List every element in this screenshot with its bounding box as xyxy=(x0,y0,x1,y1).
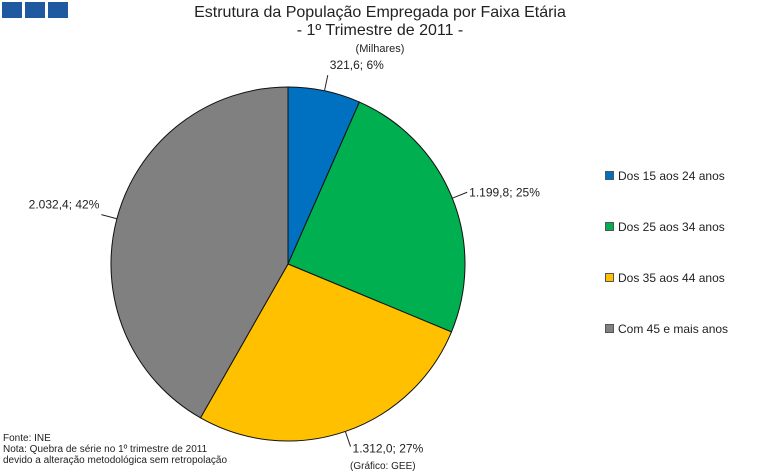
chart-legend: Dos 15 aos 24 anos Dos 25 aos 34 anos Dos … xyxy=(605,150,728,354)
slice-label: 321,6; 6% xyxy=(330,58,384,72)
legend-label: Com 45 e mais anos xyxy=(618,321,729,336)
legend-item: Com 45 e mais anos xyxy=(605,303,728,354)
source-text: Fonte: INE xyxy=(3,433,51,444)
legend-swatch xyxy=(605,324,614,333)
legend-label: Dos 35 aos 44 anos xyxy=(618,270,725,285)
pie-slice xyxy=(287,101,466,333)
legend-swatch xyxy=(605,222,614,231)
legend-swatch xyxy=(605,273,614,282)
legend-swatch xyxy=(605,171,614,180)
chart-credit: (Gráfico: GEE) xyxy=(350,461,416,472)
legend-item: Dos 35 aos 44 anos xyxy=(605,252,728,303)
chart-subtitle: - 1º Trimestre de 2011 - xyxy=(296,22,464,39)
legend-label: Dos 15 aos 24 anos xyxy=(618,168,725,183)
chart-title: Estrutura da População Empregada por Fai… xyxy=(194,4,566,21)
footer-notes: Fonte: INE Nota: Quebra de série no 1º t… xyxy=(3,433,227,466)
logo xyxy=(2,2,68,18)
note-line-1: Nota: Quebra de série no 1º trimestre de… xyxy=(3,444,208,455)
leader-line xyxy=(101,214,118,220)
legend-item: Dos 25 aos 34 anos xyxy=(605,201,728,252)
legend-item: Dos 15 aos 24 anos xyxy=(605,150,728,201)
slice-label: 1.312,0; 27% xyxy=(353,442,424,456)
logo-block xyxy=(2,2,22,18)
leader-line xyxy=(323,75,329,91)
chart-units: (Milhares) xyxy=(355,43,405,55)
slice-label: 2.032,4; 42% xyxy=(29,198,100,212)
leader-line xyxy=(452,191,468,199)
logo-block xyxy=(48,2,68,18)
note-line-2: devido a alteração metodológica sem retr… xyxy=(3,455,228,466)
logo-block xyxy=(25,2,45,18)
leader-line xyxy=(344,431,351,447)
chart-header: Estrutura da População Empregada por Fai… xyxy=(150,4,610,56)
legend-label: Dos 25 aos 34 anos xyxy=(618,219,725,234)
slice-label: 1.199,8; 25% xyxy=(469,185,540,199)
